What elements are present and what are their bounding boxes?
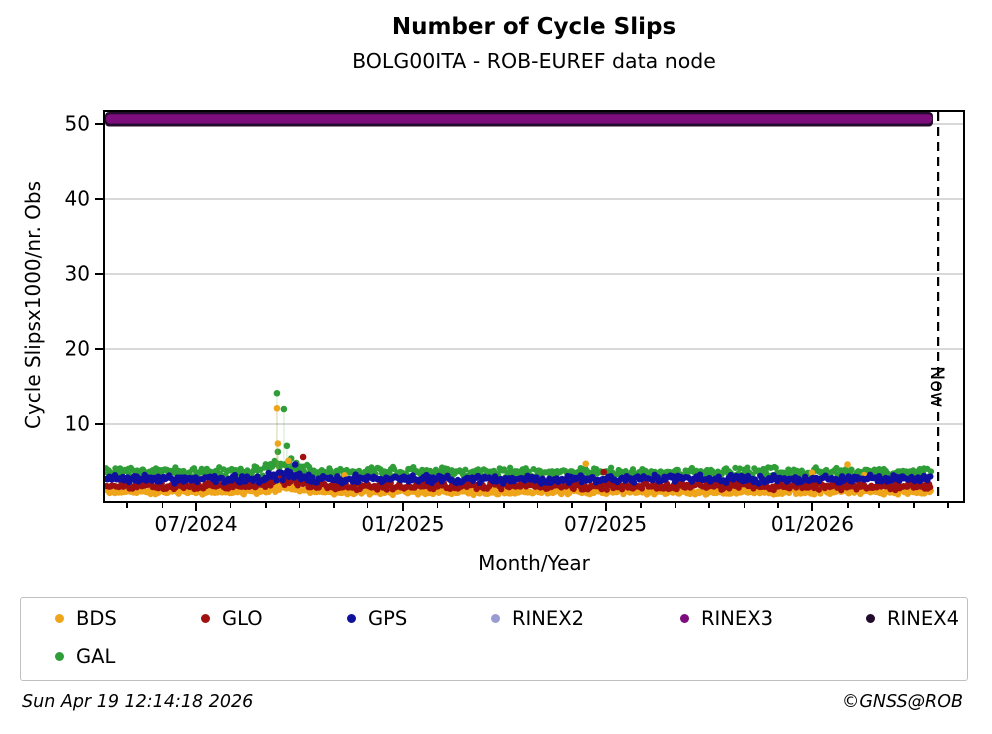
copyright: ©GNSS@ROB xyxy=(841,692,963,712)
legend-item-glo: GLO xyxy=(201,607,263,630)
y-tick-label: 20 xyxy=(64,336,90,361)
legend-dot-gal-icon xyxy=(55,652,64,661)
x-tick-mark-minor xyxy=(708,503,710,508)
y-axis-label: Cycle Slipsx1000/nr. Obs xyxy=(21,180,45,430)
legend-dot-gps-icon xyxy=(347,614,356,623)
anomaly-point xyxy=(274,440,282,447)
x-tick-mark-minor xyxy=(436,503,439,508)
legend-label: BDS xyxy=(76,607,117,630)
x-tick-mark-minor xyxy=(366,503,369,508)
anomaly-point xyxy=(291,461,299,468)
x-tick-mark-minor xyxy=(913,503,915,508)
x-tick-mark-minor xyxy=(298,503,301,508)
legend-item-gps: GPS xyxy=(347,607,407,630)
legend-label: GLO xyxy=(222,607,263,630)
x-tick-label: 07/2024 xyxy=(154,512,238,536)
anomaly-point xyxy=(273,404,281,412)
x-tick-label: 07/2025 xyxy=(563,512,648,536)
x-tick-mark-major xyxy=(811,503,814,511)
x-tick-mark-major xyxy=(604,503,607,511)
legend-dot-glo-icon xyxy=(201,614,210,623)
anomaly-point xyxy=(285,457,292,465)
legend-item-rinex2: RINEX2 xyxy=(491,607,584,630)
x-tick-mark-major xyxy=(401,503,404,511)
anomaly-point xyxy=(808,469,816,477)
legend-label: GAL xyxy=(76,645,116,668)
legend-item-rinex4: RINEX4 xyxy=(866,607,959,630)
y-tick-label: 10 xyxy=(64,411,90,436)
anomaly-point xyxy=(280,405,288,413)
x-tick-mark-minor xyxy=(161,503,164,508)
x-tick-mark-minor xyxy=(126,503,128,508)
anomaly-point xyxy=(582,460,590,468)
anomaly-point xyxy=(273,389,281,397)
x-tick-mark-minor xyxy=(847,503,849,508)
y-tick-label: 30 xyxy=(64,261,90,286)
legend-item-gal: GAL xyxy=(55,645,115,668)
page-title: Number of Cycle Slips xyxy=(391,14,677,40)
y-tick-mark xyxy=(95,273,103,275)
x-axis-label: Month/Year xyxy=(478,551,590,575)
anomaly-point xyxy=(844,461,851,468)
x-tick-mark-minor xyxy=(571,503,573,508)
x-tick-label: 01/2026 xyxy=(770,512,854,536)
y-tick-mark xyxy=(95,348,103,350)
legend-label: GPS xyxy=(368,607,408,630)
series-glo xyxy=(105,453,934,494)
legend-dot-rinex2-icon xyxy=(491,614,500,623)
x-tick-mark-minor xyxy=(640,503,642,508)
y-tick-label: 50 xyxy=(64,111,90,136)
anomaly-point xyxy=(600,468,608,476)
x-tick-mark-major xyxy=(195,503,198,511)
rinex3-band xyxy=(106,114,932,124)
x-tick-mark-minor xyxy=(503,503,505,508)
x-tick-mark-minor xyxy=(674,503,677,508)
legend-label: RINEX4 xyxy=(887,607,959,630)
legend-label: RINEX2 xyxy=(512,607,584,630)
anomaly-point xyxy=(274,448,282,456)
timestamp: Sun Apr 19 12:14:18 2026 xyxy=(22,692,254,712)
now-line-label: Now xyxy=(926,366,948,408)
legend-dot-bds-icon xyxy=(55,614,64,623)
y-tick-mark xyxy=(95,123,103,125)
y-tick-mark xyxy=(95,198,103,200)
x-tick-mark-minor xyxy=(743,503,746,508)
legend-label: RINEX3 xyxy=(701,607,773,630)
anomaly-point xyxy=(283,442,291,450)
legend-dot-rinex3-icon xyxy=(680,614,689,623)
legend-box: BDS GLO GPS RINEX2 RINEX3 RINEX4 GAL xyxy=(20,597,968,681)
x-tick-mark-minor xyxy=(777,503,779,508)
x-tick-mark-minor xyxy=(536,503,539,508)
chart-subtitle: BOLG00ITA - ROB-EUREF data node xyxy=(352,48,716,73)
y-tick-label: 40 xyxy=(64,186,90,211)
x-tick-label: 01/2025 xyxy=(361,512,445,536)
x-tick-mark-minor xyxy=(333,503,335,508)
plot-area xyxy=(103,110,965,503)
anomaly-point xyxy=(299,453,307,461)
legend-item-rinex3: RINEX3 xyxy=(680,607,773,630)
series-gal xyxy=(105,389,935,481)
x-tick-mark-minor xyxy=(265,503,267,508)
scatter-plot-canvas xyxy=(105,112,963,501)
x-tick-mark-minor xyxy=(468,503,471,508)
legend-dot-rinex4-icon xyxy=(866,614,875,623)
series-gps xyxy=(105,461,934,487)
x-tick-mark-minor xyxy=(878,503,880,508)
x-tick-mark-minor xyxy=(229,503,232,508)
y-tick-mark xyxy=(95,423,103,425)
legend-item-bds: BDS xyxy=(55,607,117,630)
chart-header: Number of Cycle Slips BOLG00ITA - ROB-EU… xyxy=(103,14,965,73)
x-tick-mark-minor xyxy=(947,503,949,508)
